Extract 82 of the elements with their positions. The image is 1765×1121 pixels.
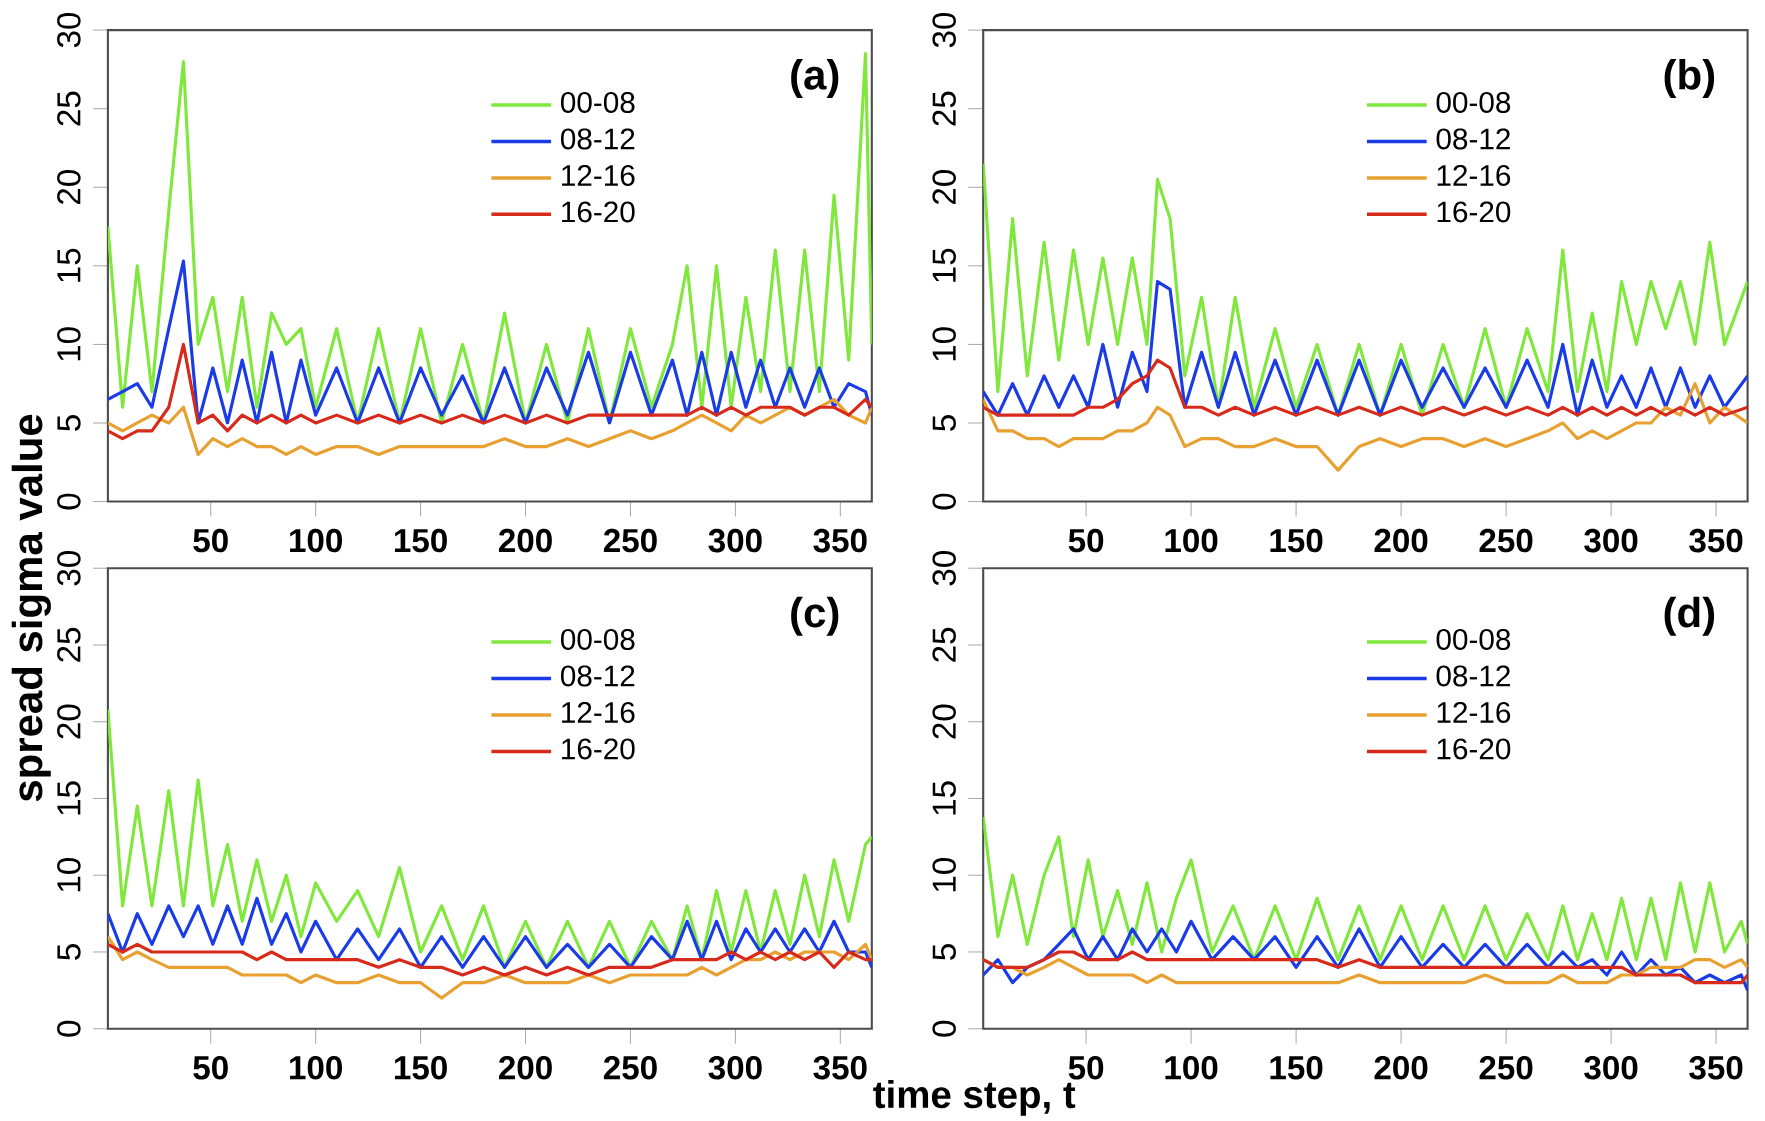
y-tick-label: 5 [57, 415, 81, 431]
x-tick-label: 300 [1584, 528, 1638, 553]
y-tick-label: 20 [57, 169, 81, 204]
x-tick-label: 200 [1374, 528, 1428, 553]
x-tick-label: 250 [1479, 528, 1533, 553]
x-tick-label: 250 [603, 528, 657, 553]
x-tick-label: 100 [1165, 528, 1218, 553]
y-tick-label: 10 [932, 327, 956, 361]
legend-label: 16-20 [562, 738, 635, 760]
legend-label: 16-20 [562, 201, 635, 223]
legend-label: 00-08 [560, 628, 635, 650]
x-tick-label: 300 [708, 528, 762, 553]
legend-label: 12-16 [1437, 164, 1511, 186]
x-tick-label: 100 [1165, 1055, 1218, 1080]
x-axis-title: time step, t [873, 1079, 1076, 1116]
x-tick-label: 200 [498, 1055, 552, 1080]
line-series [983, 279, 1748, 417]
annotation: (d) [1664, 596, 1715, 636]
y-tick-label: 15 [57, 781, 81, 815]
y-tick-label: 5 [932, 944, 956, 960]
legend-label: 00-08 [1436, 91, 1511, 113]
y-tick-label: 10 [932, 857, 956, 892]
x-tick-label: 350 [813, 1055, 867, 1080]
y-tick-label: 25 [932, 91, 956, 126]
y-axis-title: spread sigma value [11, 414, 51, 802]
legend-label: 08-12 [1436, 128, 1510, 150]
x-tick-label: 150 [394, 528, 447, 553]
y-tick-label: 5 [57, 944, 81, 960]
legend-label: 12-16 [1437, 701, 1511, 723]
y-tick-label: 20 [932, 704, 956, 739]
y-tick-label: 25 [57, 91, 81, 126]
x-tick-label: 350 [1689, 528, 1743, 553]
x-tick-label: 100 [290, 1055, 342, 1080]
y-tick-label: 30 [932, 550, 956, 586]
y-tick-label: 25 [932, 627, 956, 662]
legend-label: 16-20 [1437, 201, 1511, 223]
line-series [983, 815, 1748, 962]
y-tick-label: 20 [57, 704, 81, 739]
y-tick-label: 5 [932, 415, 956, 431]
x-tick-label: 250 [1479, 1055, 1533, 1080]
x-tick-label: 250 [603, 1055, 657, 1080]
x-tick-label: 200 [498, 528, 552, 553]
x-tick-label: 350 [813, 528, 867, 553]
y-tick-label: 25 [57, 627, 81, 662]
y-tick-label: 20 [932, 169, 956, 204]
legend-label: 00-08 [560, 91, 635, 113]
x-tick-label: 150 [1270, 528, 1323, 553]
y-tick-label: 0 [932, 1020, 956, 1037]
y-tick-label: 0 [57, 1020, 81, 1037]
x-tick-label: 50 [193, 1055, 228, 1080]
x-tick-label: 50 [193, 528, 228, 553]
x-tick-label: 50 [1068, 528, 1104, 553]
y-tick-label: 30 [57, 550, 81, 586]
y-tick-label: 15 [932, 781, 956, 815]
legend-label: 08-12 [560, 128, 635, 150]
x-tick-label: 100 [290, 528, 342, 553]
y-tick-label: 15 [57, 248, 81, 282]
legend-label: 08-12 [560, 665, 635, 687]
y-tick-label: 10 [57, 327, 81, 361]
x-tick-label: 50 [1068, 1055, 1104, 1080]
x-tick-label: 150 [394, 1055, 447, 1080]
line-series [107, 259, 872, 425]
legend-label: 16-20 [1437, 738, 1511, 760]
annotation: (a) [791, 58, 839, 98]
y-tick-label: 0 [57, 493, 81, 510]
y-tick-label: 10 [57, 857, 81, 892]
y-tick-label: 0 [932, 493, 956, 510]
y-tick-label: 30 [932, 12, 956, 48]
legend-label: 12-16 [562, 164, 635, 186]
y-tick-label: 30 [57, 12, 81, 48]
annotation: (b) [1664, 58, 1715, 98]
x-tick-label: 300 [1584, 1055, 1638, 1080]
x-tick-label: 150 [1270, 1055, 1323, 1080]
x-tick-label: 300 [708, 1055, 762, 1080]
y-tick-label: 15 [932, 248, 956, 282]
annotation: (c) [791, 596, 839, 636]
x-tick-label: 200 [1374, 1055, 1428, 1080]
legend-label: 12-16 [562, 701, 635, 723]
legend-label: 00-08 [1436, 628, 1511, 650]
legend-label: 08-12 [1436, 665, 1510, 687]
x-tick-label: 350 [1689, 1055, 1743, 1080]
line-series [107, 896, 872, 969]
